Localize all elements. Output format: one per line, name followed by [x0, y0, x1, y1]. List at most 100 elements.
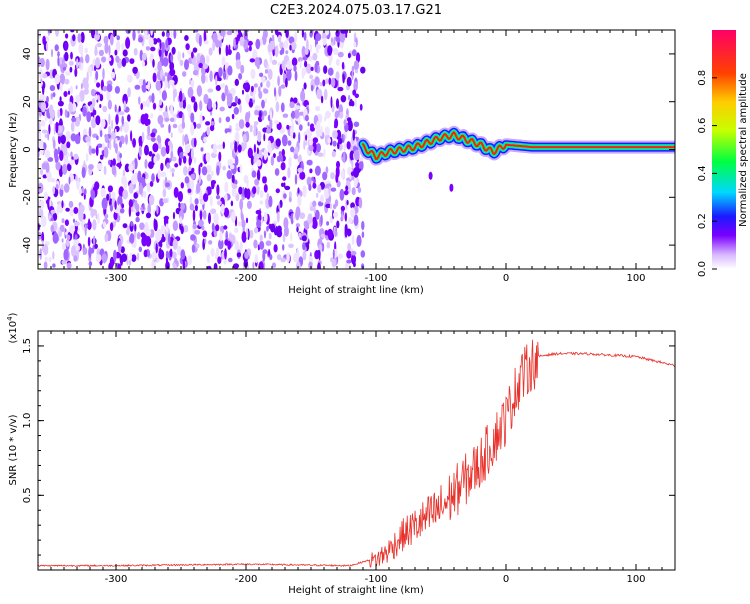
- snr-panel: -300 -200 -100 0 100 0.5 1.0 1.5 Height of str…: [6, 312, 676, 596]
- noise-speckle: [136, 232, 141, 240]
- noise-speckle: [219, 106, 225, 112]
- noise-speckle: [114, 49, 118, 56]
- noise-speckle: [275, 101, 280, 113]
- noise-speckle: [139, 222, 145, 230]
- noise-speckle: [95, 145, 99, 157]
- noise-speckle: [256, 147, 259, 155]
- noise-speckle: [193, 156, 197, 164]
- noise-speckle: [85, 153, 89, 162]
- noise-speckle: [242, 82, 248, 90]
- noise-speckle: [122, 49, 128, 57]
- noise-speckle: [236, 34, 240, 42]
- noise-speckle: [81, 167, 86, 179]
- noise-speckle: [360, 250, 366, 258]
- snr-series-line: [38, 339, 675, 568]
- noise-speckle: [210, 208, 217, 214]
- noise-speckle: [320, 95, 324, 104]
- noise-speckle: [309, 168, 313, 174]
- noise-speckle: [128, 205, 132, 217]
- noise-speckle: [208, 240, 213, 245]
- noise-speckle: [152, 38, 158, 45]
- noise-speckle: [69, 208, 74, 217]
- noise-speckle: [74, 133, 81, 145]
- noise-speckle: [136, 72, 139, 80]
- noise-speckle: [119, 153, 122, 159]
- noise-speckle: [224, 84, 229, 96]
- noise-speckle: [104, 42, 109, 54]
- noise-speckle: [317, 152, 324, 157]
- noise-speckle: [354, 68, 358, 74]
- noise-speckle: [270, 223, 276, 233]
- noise-speckle: [132, 138, 137, 148]
- noise-speckle: [307, 213, 313, 224]
- noise-speckle: [146, 182, 151, 193]
- noise-speckle: [182, 112, 185, 123]
- noise-speckle: [142, 79, 146, 87]
- noise-speckle: [245, 217, 249, 224]
- noise-speckle: [254, 254, 258, 264]
- noise-speckle: [133, 192, 138, 199]
- noise-speckle: [315, 192, 319, 198]
- noise-speckle: [90, 112, 94, 117]
- noise-speckle: [208, 212, 211, 225]
- noise-speckle: [283, 193, 287, 199]
- noise-speckle: [308, 145, 314, 152]
- noise-speckle: [217, 144, 223, 150]
- noise-speckle: [233, 263, 239, 269]
- noise-speckle: [223, 207, 230, 218]
- noise-speckle: [151, 92, 155, 104]
- noise-speckle: [68, 176, 71, 185]
- noise-speckle: [182, 99, 187, 109]
- noise-speckle: [147, 119, 151, 125]
- noise-speckle: [52, 263, 56, 268]
- noise-speckle: [156, 204, 159, 215]
- noise-speckle: [65, 71, 71, 76]
- noise-speckle: [207, 88, 214, 93]
- noise-speckle: [314, 62, 318, 73]
- noise-speckle: [345, 32, 348, 38]
- noise-speckle: [220, 84, 224, 89]
- noise-speckle: [350, 207, 356, 219]
- noise-speckle: [231, 174, 235, 184]
- noise-speckle: [221, 92, 226, 102]
- noise-speckle: [275, 188, 280, 194]
- noise-speckle: [131, 254, 137, 262]
- x-tick-label: 0: [503, 574, 509, 585]
- noise-speckle: [73, 255, 78, 262]
- noise-speckle: [354, 98, 358, 107]
- noise-speckle: [115, 55, 120, 63]
- noise-speckle: [119, 140, 122, 148]
- x-tick-label: -300: [105, 273, 128, 284]
- noise-speckle: [346, 199, 349, 206]
- noise-speckle: [129, 58, 135, 64]
- noise-speckle: [330, 96, 333, 109]
- noise-speckle: [218, 151, 222, 162]
- noise-speckle: [78, 210, 84, 222]
- noise-speckle: [84, 80, 89, 91]
- noise-speckle: [288, 243, 294, 248]
- noise-speckle: [217, 77, 222, 82]
- noise-speckle: [95, 70, 99, 81]
- noise-speckle: [50, 93, 53, 100]
- noise-speckle: [154, 257, 158, 263]
- noise-speckle: [112, 158, 116, 167]
- noise-speckle: [198, 219, 204, 227]
- noise-speckle: [275, 45, 279, 53]
- noise-speckle: [138, 36, 144, 43]
- noise-speckle: [89, 66, 93, 77]
- noise-speckle: [287, 140, 292, 146]
- noise-speckle: [152, 72, 157, 83]
- noise-speckle: [201, 166, 208, 176]
- noise-speckle: [323, 148, 326, 158]
- noise-speckle: [45, 149, 50, 159]
- noise-speckle: [259, 72, 264, 78]
- noise-speckle: [295, 261, 301, 269]
- noise-speckle: [239, 198, 244, 211]
- noise-speckle: [145, 212, 152, 219]
- noise-speckle: [279, 49, 283, 56]
- noise-speckle: [217, 200, 222, 206]
- snr-multiplier: (x104): [6, 312, 19, 343]
- noise-speckle: [184, 134, 189, 144]
- noise-speckle: [250, 68, 256, 80]
- noise-speckle: [184, 35, 189, 41]
